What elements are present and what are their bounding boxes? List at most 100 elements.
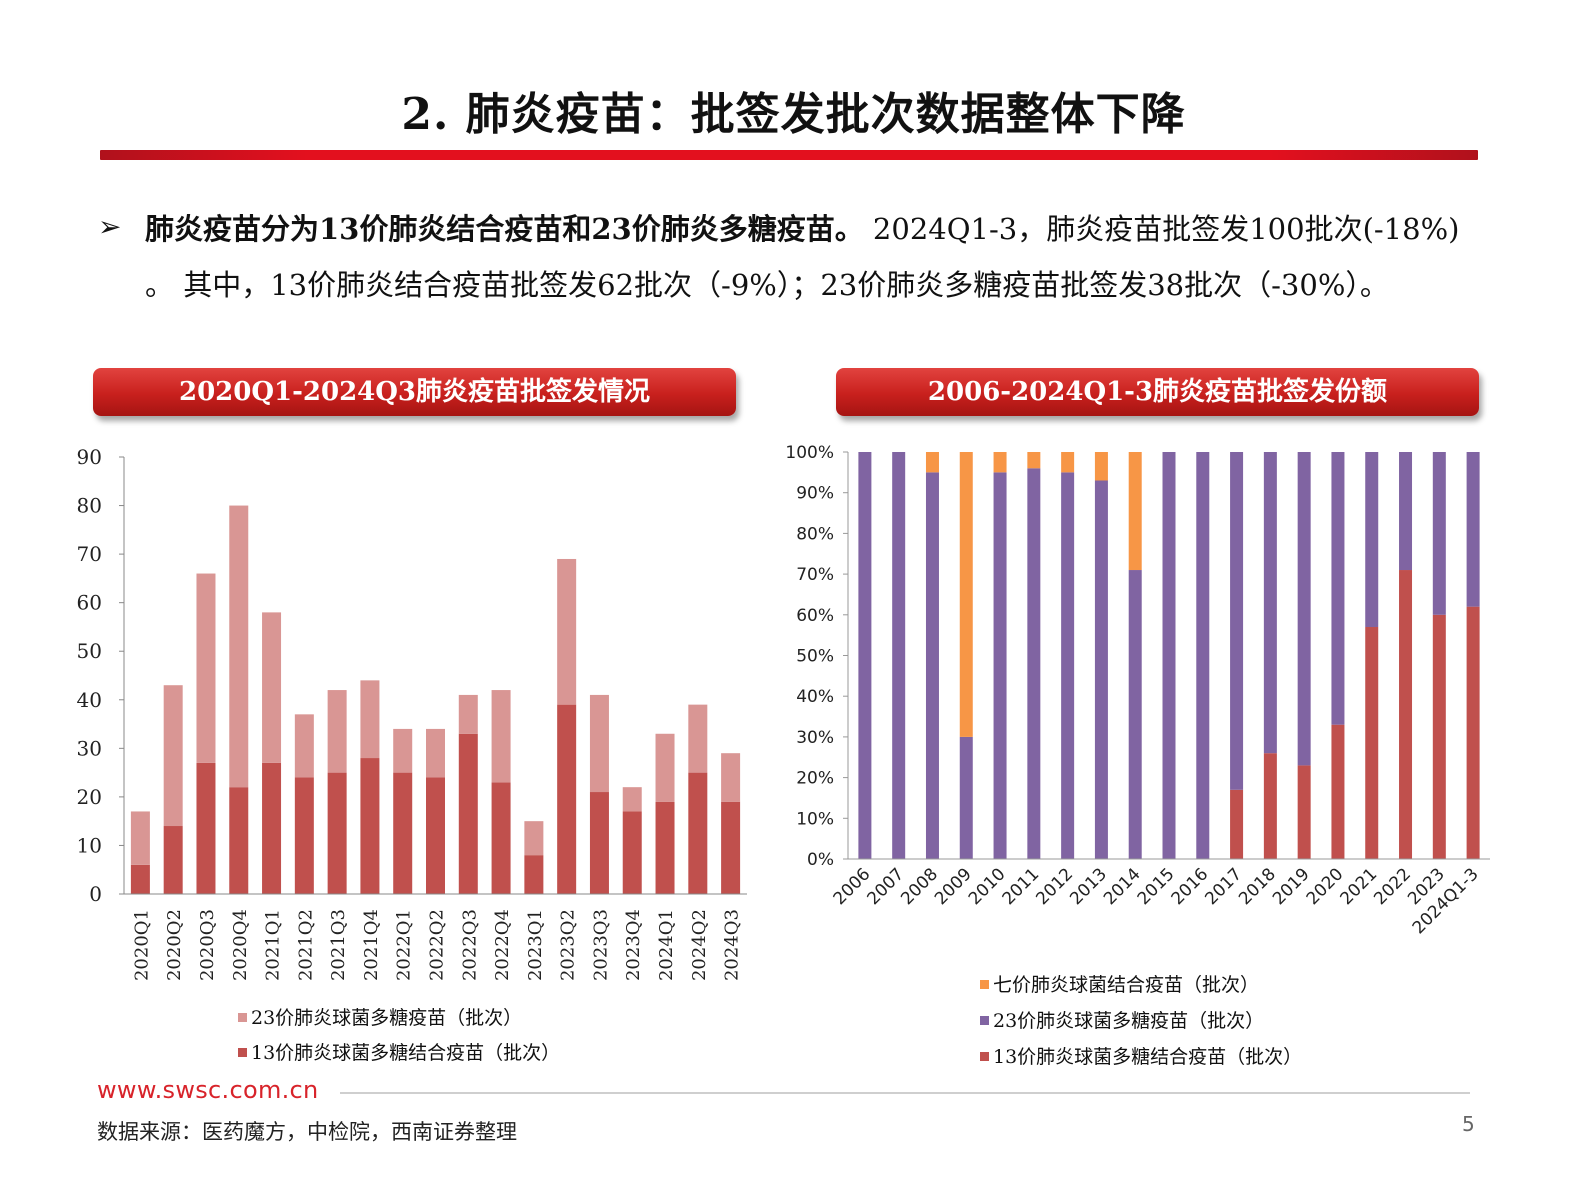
x-tick-label: 2023Q4 — [623, 909, 644, 981]
y-tick-label: 100% — [785, 443, 834, 463]
bar-13-valent — [1297, 765, 1311, 859]
bar-23-valent — [622, 787, 642, 812]
x-tick-label: 2022Q4 — [492, 909, 513, 981]
right-legend-item-7: 七价肺炎球菌结合疫苗（批次） — [980, 970, 1259, 997]
bar-13-valent — [622, 811, 642, 894]
x-tick-label: 2020Q4 — [230, 909, 251, 981]
y-tick-label: 10 — [77, 833, 102, 857]
x-tick-label: 2007 — [863, 864, 908, 909]
bar-7-valent — [959, 452, 973, 737]
bar-23-valent — [294, 714, 314, 778]
x-tick-label: 2024Q2 — [689, 909, 710, 981]
y-tick-label: 60 — [77, 591, 102, 615]
y-tick-label: 70% — [796, 565, 834, 585]
y-tick-label: 60% — [796, 606, 834, 626]
bar-13-valent — [688, 772, 708, 894]
legend-swatch — [980, 1015, 989, 1025]
bar-23-valent — [959, 736, 973, 859]
bar-13-valent — [393, 772, 413, 894]
bar-13-valent — [1432, 614, 1446, 859]
left-legend-item-13: 13价肺炎球菌多糖结合疫苗（批次） — [238, 1038, 560, 1065]
bar-23-valent — [130, 811, 150, 865]
bar-23-valent — [1263, 452, 1277, 754]
x-tick-label: 2021 — [1337, 864, 1382, 909]
x-tick-label: 2023Q1 — [525, 909, 546, 981]
x-tick-label: 2009 — [931, 864, 976, 909]
right-chart: 0%10%20%30%40%50%60%70%80%90%100%2006200… — [785, 443, 1490, 938]
bar-23-valent — [196, 573, 216, 763]
x-tick-label: 2022Q1 — [394, 909, 415, 981]
bullet-line-1-text: 2024Q1-3，肺炎疫苗批签发100批次(-18%) — [863, 212, 1460, 246]
x-tick-label: 2012 — [1032, 864, 1077, 909]
bar-23-valent — [721, 753, 741, 802]
y-tick-label: 80 — [77, 494, 102, 518]
bar-13-valent — [327, 772, 347, 894]
bar-13-valent — [655, 801, 675, 894]
x-tick-label: 2008 — [897, 864, 942, 909]
x-tick-label: 2016 — [1168, 864, 1213, 909]
footer-divider — [340, 1092, 1470, 1094]
y-tick-label: 40% — [796, 687, 834, 707]
bullet-line-1: 肺炎疫苗分为13价肺炎结合疫苗和23价肺炎多糖疫苗。 2024Q1-3，肺炎疫苗… — [145, 206, 1459, 248]
bar-13-valent — [1466, 606, 1480, 859]
bullet-line-2: 。 其中，13价肺炎结合疫苗批签发62批次（-9%）；23价肺炎多糖疫苗批签发3… — [145, 268, 1389, 302]
bar-13-valent — [1399, 570, 1413, 859]
bar-13-valent — [1365, 627, 1379, 859]
right-chart-banner: 2006-2024Q1-3肺炎疫苗批签发份额 — [836, 368, 1479, 416]
title-divider — [100, 150, 1478, 160]
x-tick-label: 2017 — [1201, 864, 1246, 909]
slide-title: 2. 肺炎疫苗：批签发批次数据整体下降 — [401, 89, 1186, 140]
footer-source: 数据来源：医药魔方，中检院，西南证券整理 — [97, 1120, 517, 1144]
legend-label: 七价肺炎球菌结合疫苗（批次） — [993, 974, 1260, 996]
bar-7-valent — [993, 452, 1007, 473]
bar-13-valent — [524, 855, 544, 894]
x-tick-label: 2014 — [1100, 864, 1145, 909]
bullet-arrow-icon: ➢ — [98, 210, 122, 243]
bar-23-valent — [1365, 452, 1379, 628]
bar-23-valent — [892, 452, 906, 859]
y-tick-label: 0 — [89, 882, 102, 906]
y-tick-label: 90 — [77, 445, 102, 469]
x-tick-label: 2006 — [830, 864, 875, 909]
bar-23-valent — [655, 733, 675, 802]
x-tick-label: 2021Q3 — [328, 909, 349, 981]
x-tick-label: 2015 — [1134, 864, 1179, 909]
bar-7-valent — [925, 452, 939, 473]
x-tick-label: 2020 — [1303, 864, 1348, 909]
bar-23-valent — [688, 704, 708, 773]
bar-23-valent — [1331, 452, 1345, 725]
bar-23-valent — [1128, 570, 1142, 859]
bar-23-valent — [1094, 480, 1108, 859]
left-chart-banner: 2020Q1-2024Q3肺炎疫苗批签发情况 — [93, 368, 736, 416]
bar-23-valent — [1432, 452, 1446, 615]
y-tick-label: 80% — [796, 524, 834, 544]
bar-13-valent — [163, 826, 183, 894]
bar-23-valent — [524, 821, 544, 856]
left-chart: 0 10 20 30 40 50 60 70 80 90 2020Q1 2020Q2 2020Q3 202… — [77, 445, 747, 981]
right-legend-item-13: 13价肺炎球菌多糖结合疫苗（批次） — [980, 1042, 1302, 1069]
y-tick-label: 20% — [796, 769, 834, 789]
bar-23-valent — [458, 694, 478, 734]
bar-13-valent — [589, 792, 609, 894]
y-tick-label: 10% — [796, 809, 834, 829]
legend-label: 13价肺炎球菌多糖结合疫苗（批次） — [993, 1046, 1303, 1068]
bar-13-valent — [1331, 724, 1345, 859]
bar-23-valent — [1027, 468, 1041, 859]
legend-label: 13价肺炎球菌多糖结合疫苗（批次） — [251, 1042, 561, 1064]
bar-23-valent — [993, 472, 1007, 859]
bar-23-valent — [262, 612, 282, 763]
bullet-bold-text: 肺炎疫苗分为13价肺炎结合疫苗和23价肺炎多糖疫苗。 — [145, 212, 864, 246]
bar-23-valent — [426, 728, 445, 778]
legend-swatch — [980, 979, 989, 989]
bar-23-valent — [327, 690, 347, 773]
footer-url[interactable]: www.swsc.com.cn — [97, 1076, 319, 1104]
bar-23-valent — [1162, 452, 1176, 859]
bar-23-valent — [1061, 472, 1075, 859]
bar-13-valent — [262, 762, 282, 894]
x-tick-label: 2023Q2 — [558, 909, 579, 981]
x-tick-label: 2010 — [965, 864, 1010, 909]
bar-23-valent — [589, 694, 609, 793]
bar-13-valent — [196, 762, 216, 894]
bar-13-valent — [458, 733, 478, 894]
bar-7-valent — [1094, 452, 1108, 481]
